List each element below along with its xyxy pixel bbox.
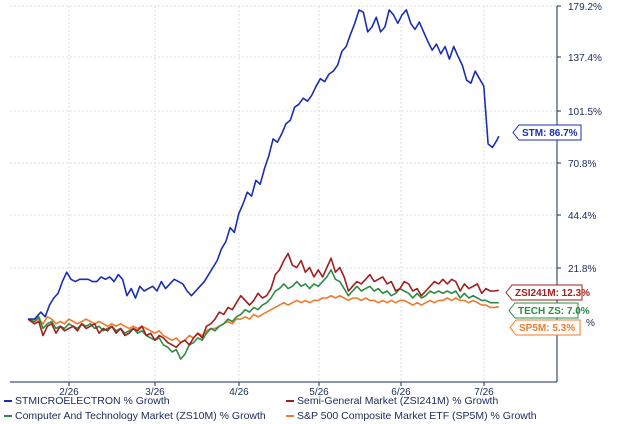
legend-item-sp5m: S&P 500 Composite Market ETF (SP5M) % Gr… — [286, 410, 537, 423]
x-axis-ticks: 2/26 3/26 4/26 5/26 6/26 7/26 — [59, 382, 494, 398]
end-flag-2: TECH ZS: 7.0% — [508, 302, 590, 319]
series-line-3 — [27, 294, 499, 344]
end-flag-label: SP5M: 5.3% — [519, 323, 575, 334]
legend-item-stm: STMICROELECTRON % Growth — [4, 395, 170, 408]
legend-label-stm: STMICROELECTRON % Growth — [15, 395, 170, 407]
end-flag-label: ZSI241M: 12.3% — [515, 288, 590, 299]
legend-item-zsi241m: Semi-General Market (ZSI241M) % Growth — [286, 395, 498, 408]
y-tick-label: 44.4% — [568, 211, 596, 222]
x-tick-label: 6/26 — [391, 387, 411, 398]
end-flag-label: STM: 86.7% — [522, 128, 578, 139]
end-flag-3: SP5M: 5.3% — [509, 319, 581, 336]
end-flag-box — [509, 319, 581, 336]
x-tick-label: 5/26 — [309, 387, 329, 398]
legend-item-zs10m: Computer And Technology Market (ZS10M) %… — [4, 410, 266, 423]
legend-swatch-sp5m — [286, 415, 294, 418]
legend-label-zs10m: Computer And Technology Market (ZS10M) %… — [15, 410, 266, 422]
x-tick-label: 3/26 — [145, 387, 165, 398]
y-tick-label: 179.2% — [568, 2, 602, 13]
end-flag-box — [512, 124, 582, 141]
end-value-flags: STM: 86.7% ZSI241M: 12.3% TECH ZS: 7.0% SP5… — [505, 124, 590, 336]
y-tick-label: 137.4% — [568, 53, 602, 64]
end-flag-box — [508, 302, 579, 319]
end-flag-box — [505, 284, 583, 301]
series-line-0 — [28, 9, 500, 320]
end-flag-0: STM: 86.7% — [512, 124, 582, 141]
legend-swatch-stm — [4, 400, 12, 403]
y-tick-label: 70.8% — [568, 159, 596, 170]
series-line-2 — [27, 269, 499, 360]
y-tick-label-partial: % — [586, 318, 595, 329]
legend: STMICROELECTRON % Growth Semi-General Ma… — [4, 393, 616, 423]
end-flag-label: TECH ZS: 7.0% — [518, 306, 590, 317]
series-lines — [27, 9, 500, 360]
legend-label-sp5m: S&P 500 Composite Market ETF (SP5M) % Gr… — [297, 410, 537, 422]
legend-swatch-zsi241m — [286, 400, 294, 403]
x-tick-label: 2/26 — [59, 387, 79, 398]
y-axis-ticks: 179.2% 137.4% 101.5% 70.8% 44.4% 21.8% — [557, 2, 602, 323]
y-tick-label: 21.8% — [568, 264, 596, 275]
end-flag-1: ZSI241M: 12.3% — [505, 284, 590, 301]
y-tick-label: 101.5% — [568, 107, 602, 118]
x-tick-label: 4/26 — [229, 387, 249, 398]
grid — [10, 5, 557, 382]
x-tick-label: 7/26 — [474, 387, 494, 398]
legend-swatch-zs10m — [4, 415, 12, 418]
series-line-1 — [27, 252, 499, 349]
legend-label-zsi241m: Semi-General Market (ZSI241M) % Growth — [297, 395, 499, 407]
